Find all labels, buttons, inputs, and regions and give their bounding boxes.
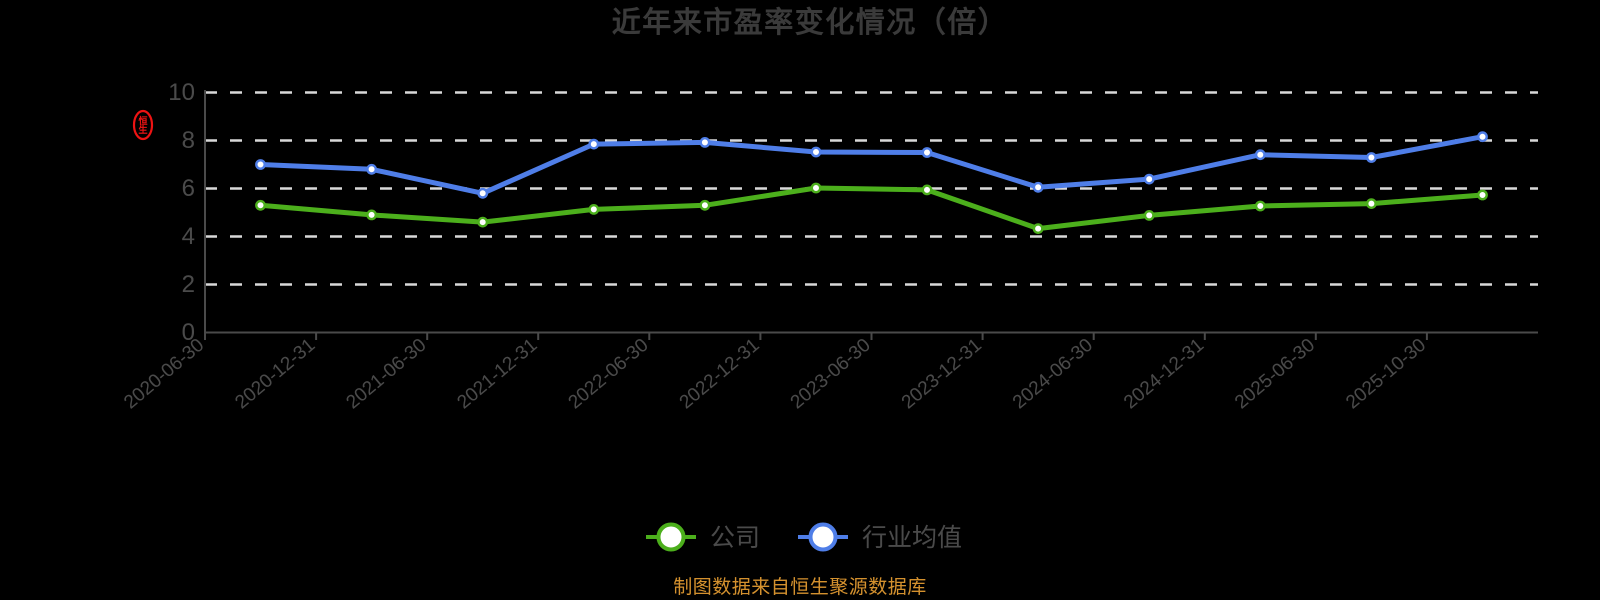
svg-text:行业均值: 行业均值 bbox=[862, 524, 962, 552]
svg-text:生: 生 bbox=[138, 124, 147, 135]
svg-text:制图数据来自恒生聚源数据库: 制图数据来自恒生聚源数据库 bbox=[673, 576, 927, 598]
svg-text:10: 10 bbox=[168, 79, 195, 106]
svg-text:6: 6 bbox=[182, 175, 195, 202]
svg-text:近年来市盈率变化情况（倍）: 近年来市盈率变化情况（倍） bbox=[612, 5, 1009, 39]
svg-text:8: 8 bbox=[182, 127, 195, 154]
svg-text:2: 2 bbox=[182, 271, 195, 298]
svg-text:4: 4 bbox=[182, 223, 195, 250]
svg-text:公司: 公司 bbox=[710, 524, 760, 552]
